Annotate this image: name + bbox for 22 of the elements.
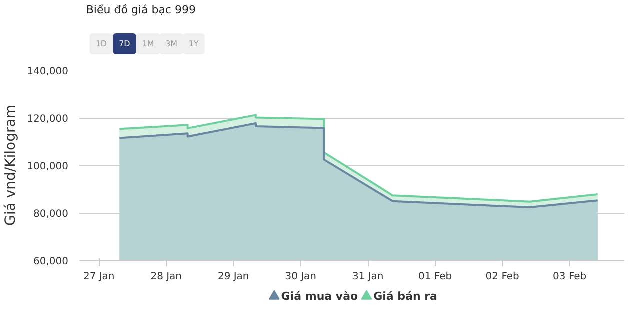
x-tick-label: 29 Jan bbox=[218, 272, 250, 282]
text: 1M bbox=[142, 40, 154, 48]
text: 3M bbox=[166, 40, 178, 48]
text: 7D bbox=[119, 40, 130, 48]
chart-title: Biểu đồ giá bạc 999 bbox=[86, 4, 196, 16]
legend-label: Giá bán ra bbox=[374, 290, 438, 303]
y-tick-label: 80,000 bbox=[34, 209, 69, 220]
y-tick-label: 140,000 bbox=[27, 66, 69, 78]
x-tick-label: 28 Jan bbox=[150, 272, 182, 282]
x-tick-label: 01 Feb bbox=[418, 272, 452, 282]
y-tick-label: 120,000 bbox=[27, 114, 69, 125]
text: 1D bbox=[96, 40, 108, 48]
y-tick-label: 100,000 bbox=[27, 162, 69, 172]
x-tick-label: 02 Feb bbox=[486, 272, 520, 282]
y-axis-title: Giá vnd/Kilogram bbox=[3, 105, 20, 226]
y-tick-label: 60,000 bbox=[34, 256, 69, 268]
x-tick-label: 31 Jan bbox=[352, 272, 384, 282]
x-tick-label: 03 Feb bbox=[553, 272, 587, 282]
legend-label: Giá mua vào bbox=[281, 290, 358, 303]
text: 1Y bbox=[188, 40, 199, 48]
x-tick-label: 30 Jan bbox=[285, 272, 317, 282]
x-tick-label: 27 Jan bbox=[83, 272, 115, 282]
